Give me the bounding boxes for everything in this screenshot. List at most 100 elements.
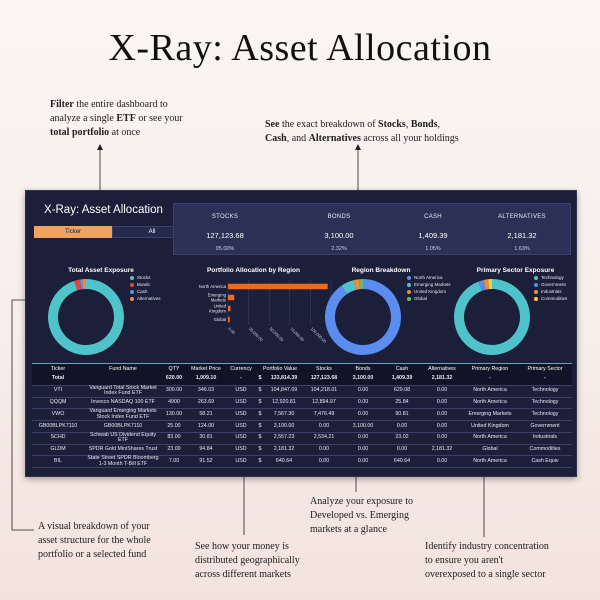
kpi-label: ALTERNATIVES xyxy=(498,214,546,220)
column-header[interactable]: Stocks xyxy=(304,363,344,374)
table-cell: 0.00 xyxy=(382,420,422,433)
table-cell: 25.84 xyxy=(382,397,422,409)
sector-donut xyxy=(454,279,530,355)
column-header[interactable]: Primary Sector xyxy=(518,363,572,374)
table-row: GLDM SPDR Gold MiniShares Trust 23.00 94.84… xyxy=(32,444,572,456)
table-cell: GB00BLPK7110 xyxy=(32,420,84,433)
kpi-label: BONDS xyxy=(327,214,351,220)
table-cell: State Street SPDR Bloomberg 1-3 Month T-… xyxy=(84,455,162,468)
table-cell: 3,100.00 xyxy=(344,373,382,386)
table-cell: 2,181.32 xyxy=(422,373,462,386)
table-cell: 0.00 xyxy=(304,444,344,456)
bar-emerging-markets xyxy=(228,294,235,301)
callout-visual-breakdown: A visual breakdown of your asset structu… xyxy=(38,521,151,560)
chart-title-total-exposure: Total Asset Exposure xyxy=(68,267,134,274)
table-cell: Total xyxy=(32,373,84,386)
table-cell: 620.00 xyxy=(162,373,186,386)
kpi-percent: 2.32% xyxy=(331,246,347,252)
table-row: GB00BLPK7110 GB00BLPK7110 25.00 124.00 USD $3… xyxy=(32,420,572,433)
table-cell: 25.00 xyxy=(162,420,186,433)
table-row: QQQM Invesco NASDAQ 100 ETF 4900 263.69 USD $… xyxy=(32,397,572,409)
kpi-value: 2,181.32 xyxy=(507,231,537,240)
table-cell: 3,100.00 xyxy=(344,420,382,433)
table-cell: SPDR Gold MiniShares Trust xyxy=(84,444,162,456)
kpi-value: 3,100.00 xyxy=(324,231,354,240)
kpi-label: CASH xyxy=(424,214,442,220)
table-cell: 0.00 xyxy=(422,385,462,398)
legend-item: United Kingdom xyxy=(407,288,451,295)
table-cell: 2,557.23 xyxy=(264,432,304,445)
table-cell: USD xyxy=(226,420,256,433)
table-cell: 629.08 xyxy=(382,385,422,398)
ticker-selected-value: All xyxy=(148,229,156,235)
table-cell: 30.81 xyxy=(186,432,226,445)
column-header[interactable]: Portfolio Value xyxy=(256,363,304,374)
table-cell: 4900 xyxy=(162,397,186,409)
column-header[interactable]: QTY xyxy=(162,363,186,374)
y-category-label: North America xyxy=(199,284,227,289)
table-cell: Vanguard Total Stock Market Index Fund E… xyxy=(84,385,162,398)
table-cell: 0.00 xyxy=(422,432,462,445)
column-header[interactable]: Ticker xyxy=(32,363,84,374)
column-header[interactable]: Fund Name xyxy=(84,363,162,374)
y-category-label: Emerging Markets xyxy=(208,293,227,303)
donut-slice-stocks xyxy=(48,279,124,355)
table-cell: 2,181.32 xyxy=(264,444,304,456)
kpi-panel: STOCKS 127,123.68 95.00% BONDS 3,100.00 … xyxy=(173,203,571,255)
table-cell: 58.21 xyxy=(186,408,226,421)
callout-industry: Identify industry concentration to ensur… xyxy=(425,541,549,580)
column-header[interactable]: Currency xyxy=(226,363,256,374)
table-row: VWO Vanguard Emerging Markets Stock Index… xyxy=(32,408,572,421)
chart-title-sector: Primary Sector Exposure xyxy=(476,267,555,274)
legend-item: North America xyxy=(407,274,451,281)
table-row: VTI Vanguard Total Stock Market Index Fun… xyxy=(32,385,572,398)
table-cell: USD xyxy=(226,408,256,421)
y-category-label: Global xyxy=(214,317,226,322)
table-cell: 0.00 xyxy=(422,420,462,433)
table-cell: USD xyxy=(226,455,256,468)
bar-north-america xyxy=(228,283,328,290)
donut-slice-north-america xyxy=(325,279,401,355)
x-tick-label: 50,000.00 xyxy=(268,326,285,343)
page-title: X-Ray: Asset Allocation xyxy=(108,27,492,69)
callout-breakdown: See the exact breakdown of Stocks, Bonds… xyxy=(265,119,459,144)
table-cell: Technology xyxy=(518,385,572,398)
region-breakdown-donut xyxy=(325,279,401,355)
column-header[interactable]: Alternatives xyxy=(422,363,462,374)
table-cell: Technology xyxy=(518,408,572,421)
y-category-label: United Kingdom xyxy=(209,304,227,314)
table-cell: 2,534.21 xyxy=(304,432,344,445)
table-cell: USD xyxy=(226,385,256,398)
table-cell: BIL xyxy=(32,455,84,468)
column-header[interactable]: Cash xyxy=(382,363,422,374)
table-cell: QQQM xyxy=(32,397,84,409)
table-cell: North America xyxy=(462,397,518,409)
table-cell: 0.00 xyxy=(344,385,382,398)
dashboard-screenshot: X-Ray: Asset Allocation Ticker All ▼ STO… xyxy=(25,190,577,477)
table-cell: 91.52 xyxy=(186,455,226,468)
column-header[interactable]: Market Price xyxy=(186,363,226,374)
table-cell: Invesco NASDAQ 100 ETF xyxy=(84,397,162,409)
kpi-percent: 1.63% xyxy=(514,246,530,252)
column-header[interactable]: Primary Region xyxy=(462,363,518,374)
table-cell: 12,920.81 xyxy=(264,397,304,409)
ticker-label: Ticker xyxy=(34,226,112,238)
kpi-percent: 95.00% xyxy=(215,246,235,252)
legend-item: Bonds xyxy=(130,281,161,288)
table-cell: 1,409.39 xyxy=(382,373,422,386)
legend-item: Technology xyxy=(534,274,567,281)
region-bar-chart: 0.00 25,000.00 50,000.00 75,000.00 100,000.0… xyxy=(199,281,336,344)
column-header[interactable]: Bonds xyxy=(344,363,382,374)
donut-slice-emerging-markets xyxy=(341,280,357,295)
table-cell: USD xyxy=(226,397,256,409)
x-tick-label: 0.00 xyxy=(227,326,237,336)
table-cell: VWO xyxy=(32,408,84,421)
table-cell: $ xyxy=(256,444,264,456)
table-cell: Vanguard Emerging Markets Stock Index Fu… xyxy=(84,408,162,421)
table-cell: 94.84 xyxy=(186,444,226,456)
kpi-percent: 1.05% xyxy=(425,246,441,252)
legend-item: Industrials xyxy=(534,288,567,295)
holdings-table: Ticker Fund Name QTY Market Price Currency Po… xyxy=(32,363,572,468)
table-cell: $ xyxy=(256,397,264,409)
table-cell: 127,123.68 xyxy=(304,373,344,386)
